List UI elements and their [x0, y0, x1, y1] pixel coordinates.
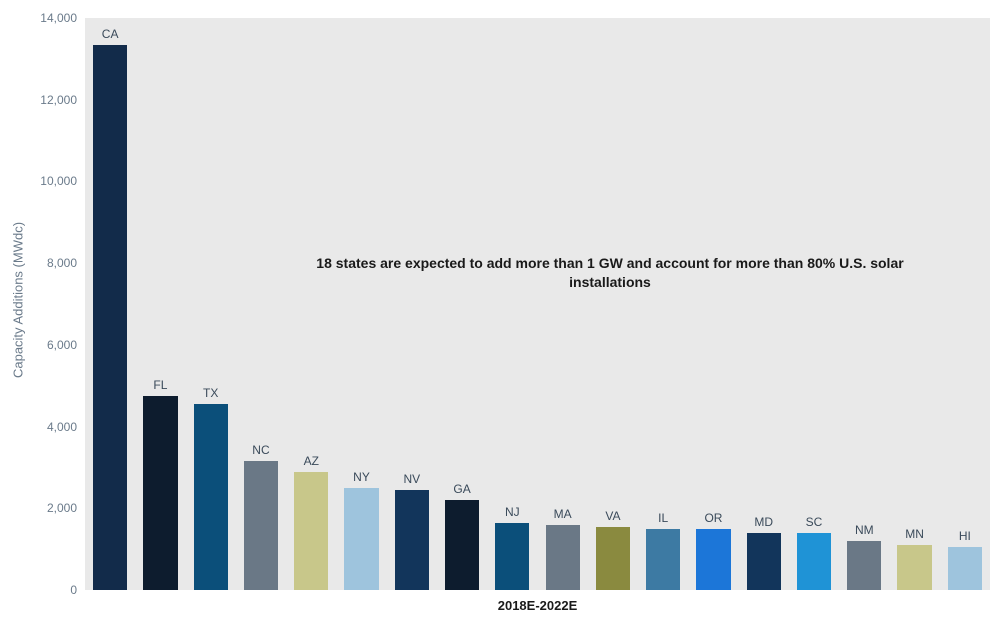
bar-hi: HI: [948, 547, 982, 590]
bar-ga: GA: [445, 500, 479, 590]
bar-tx: TX: [194, 404, 228, 590]
y-tick-label: 10,000: [7, 174, 77, 188]
bar-label: AZ: [294, 454, 328, 468]
bar-nm: NM: [847, 541, 881, 590]
bar-fl: FL: [143, 396, 177, 590]
plot-area: CAFLTXNCAZNYNVGANJMAVAILORMDSCNMMNHI 18 …: [85, 18, 990, 590]
bar-mn: MN: [897, 545, 931, 590]
bar-az: AZ: [294, 472, 328, 590]
y-tick-label: 8,000: [7, 256, 77, 270]
bar-ny: NY: [344, 488, 378, 590]
bar-ca: CA: [93, 45, 127, 590]
bar-label: IL: [646, 511, 680, 525]
bar-nc: NC: [244, 461, 278, 590]
y-tick-label: 2,000: [7, 501, 77, 515]
bar-label: NJ: [495, 505, 529, 519]
bar-label: CA: [93, 27, 127, 41]
bar-label: NY: [344, 470, 378, 484]
bar-label: GA: [445, 482, 479, 496]
y-ticks: 02,0004,0006,0008,00010,00012,00014,000: [0, 18, 85, 590]
bar-label: FL: [143, 378, 177, 392]
chart-container: Capacity Additions (MWdc) 02,0004,0006,0…: [0, 0, 1005, 635]
bar-sc: SC: [797, 533, 831, 590]
bar-or: OR: [696, 529, 730, 590]
x-axis-title: 2018E-2022E: [85, 598, 990, 613]
annotation-line: installations: [260, 273, 960, 292]
bar-label: NV: [395, 472, 429, 486]
bar-ma: MA: [546, 525, 580, 590]
y-tick-label: 12,000: [7, 93, 77, 107]
bar-nv: NV: [395, 490, 429, 590]
bar-label: HI: [948, 529, 982, 543]
bar-label: NM: [847, 523, 881, 537]
bar-md: MD: [747, 533, 781, 590]
bar-label: OR: [696, 511, 730, 525]
y-tick-label: 14,000: [7, 11, 77, 25]
bar-label: MD: [747, 515, 781, 529]
bar-il: IL: [646, 529, 680, 590]
bar-label: NC: [244, 443, 278, 457]
bars-layer: CAFLTXNCAZNYNVGANJMAVAILORMDSCNMMNHI: [85, 18, 990, 590]
bar-label: VA: [596, 509, 630, 523]
y-tick-label: 4,000: [7, 420, 77, 434]
bar-label: TX: [194, 386, 228, 400]
y-tick-label: 6,000: [7, 338, 77, 352]
chart-annotation: 18 states are expected to add more than …: [260, 254, 960, 292]
bar-label: MN: [897, 527, 931, 541]
bar-va: VA: [596, 527, 630, 590]
annotation-line: 18 states are expected to add more than …: [260, 254, 960, 273]
bar-label: SC: [797, 515, 831, 529]
bar-label: MA: [546, 507, 580, 521]
y-tick-label: 0: [7, 583, 77, 597]
bar-nj: NJ: [495, 523, 529, 590]
